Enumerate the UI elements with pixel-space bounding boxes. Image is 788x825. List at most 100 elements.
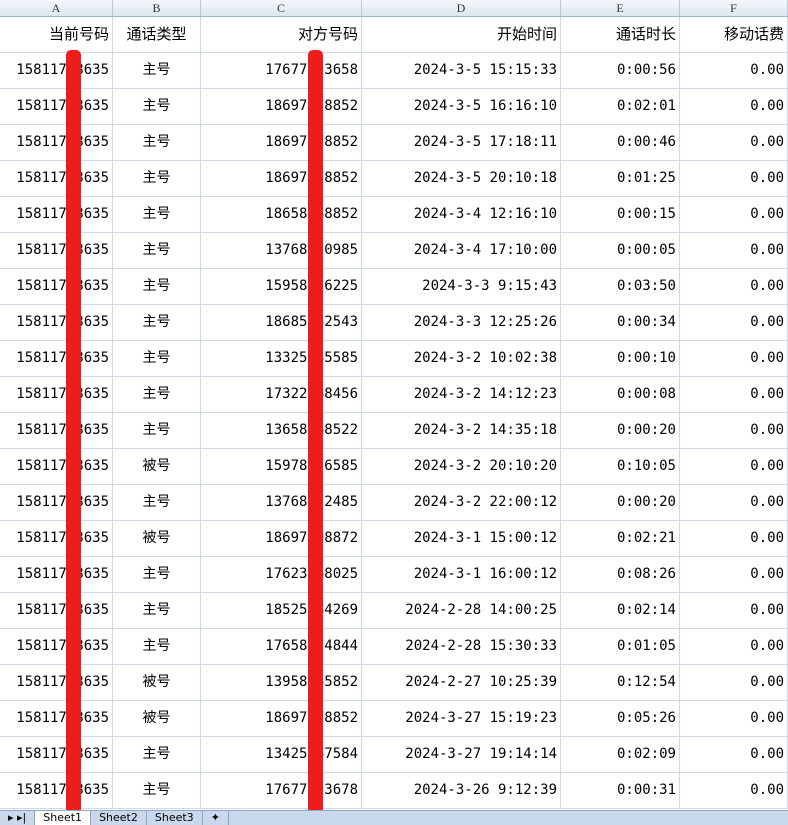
column-header-d[interactable]: D [362,0,561,16]
table-cell[interactable]: 0:00:34 [561,305,680,340]
table-cell[interactable]: 13325545585 [201,341,362,376]
table-cell[interactable]: 18697378852 [201,701,362,736]
table-cell[interactable]: 15811758635 [0,377,113,412]
table-cell[interactable]: 0:00:46 [561,125,680,160]
table-cell[interactable]: 0.00 [680,125,788,160]
table-cell[interactable]: 0:00:20 [561,485,680,520]
table-cell[interactable]: 主号 [113,197,201,232]
table-cell[interactable]: 0.00 [680,593,788,628]
table-cell[interactable]: 0.00 [680,161,788,196]
table-cell[interactable]: 15811758635 [0,89,113,124]
table-cell[interactable]: 15811758635 [0,521,113,556]
table-cell[interactable]: 15811758635 [0,485,113,520]
table-cell[interactable]: 0.00 [680,413,788,448]
table-cell[interactable]: 0.00 [680,485,788,520]
table-cell[interactable]: 主号 [113,377,201,412]
table-cell[interactable]: 18697378852 [201,125,362,160]
table-cell[interactable]: 17677123678 [201,773,362,808]
table-cell[interactable]: 15811758635 [0,701,113,736]
table-cell[interactable]: 13425567584 [201,737,362,772]
table-cell[interactable]: 2024-3-3 12:25:26 [362,305,561,340]
table-cell[interactable]: 0:02:01 [561,89,680,124]
table-cell[interactable]: 17322388456 [201,377,362,412]
table-cell[interactable]: 0.00 [680,521,788,556]
table-cell[interactable]: 主号 [113,305,201,340]
table-cell[interactable]: 18697378852 [201,89,362,124]
table-cell[interactable]: 2024-3-27 19:14:14 [362,737,561,772]
table-cell[interactable]: 主号 [113,413,201,448]
table-cell[interactable]: 0:01:25 [561,161,680,196]
column-header-b[interactable]: B [113,0,201,16]
table-cell[interactable]: 主号 [113,593,201,628]
table-cell[interactable]: 2024-3-2 10:02:38 [362,341,561,376]
table-cell[interactable]: 0.00 [680,737,788,772]
header-cell[interactable]: 通话时长 [561,17,680,52]
header-cell[interactable]: 对方号码 [201,17,362,52]
table-cell[interactable]: 0.00 [680,197,788,232]
table-cell[interactable]: 被号 [113,701,201,736]
table-cell[interactable]: 0:12:54 [561,665,680,700]
table-cell[interactable]: 被号 [113,665,201,700]
table-cell[interactable]: 2024-3-4 12:16:10 [362,197,561,232]
table-cell[interactable]: 0.00 [680,377,788,412]
table-cell[interactable]: 15811758635 [0,773,113,808]
table-cell[interactable]: 15811758635 [0,269,113,304]
table-cell[interactable]: 0.00 [680,233,788,268]
column-header-f[interactable]: F [680,0,788,16]
table-cell[interactable]: 被号 [113,521,201,556]
table-cell[interactable]: 0:05:26 [561,701,680,736]
table-cell[interactable]: 17658474844 [201,629,362,664]
table-cell[interactable]: 被号 [113,449,201,484]
table-cell[interactable]: 15811758635 [0,233,113,268]
table-cell[interactable]: 18525584269 [201,593,362,628]
table-cell[interactable]: 2024-3-2 14:35:18 [362,413,561,448]
table-cell[interactable]: 15811758635 [0,53,113,88]
table-cell[interactable]: 0:02:14 [561,593,680,628]
sheet-nav-arrows-icon[interactable]: ▸ ▸| [0,811,36,825]
table-cell[interactable]: 主号 [113,737,201,772]
table-cell[interactable]: 主号 [113,557,201,592]
table-cell[interactable]: 0:08:26 [561,557,680,592]
table-cell[interactable]: 主号 [113,89,201,124]
table-cell[interactable]: 0.00 [680,89,788,124]
table-cell[interactable]: 主号 [113,125,201,160]
table-cell[interactable]: 2024-3-5 15:15:33 [362,53,561,88]
table-cell[interactable]: 18685562543 [201,305,362,340]
table-cell[interactable]: 15811758635 [0,629,113,664]
table-cell[interactable]: 0.00 [680,449,788,484]
table-cell[interactable]: 13768250985 [201,233,362,268]
table-cell[interactable]: 0:03:50 [561,269,680,304]
sheet-tab-2[interactable]: Sheet2 [91,811,147,825]
table-cell[interactable]: 0:01:05 [561,629,680,664]
table-cell[interactable]: 2024-3-5 16:16:10 [362,89,561,124]
table-cell[interactable]: 2024-2-28 15:30:33 [362,629,561,664]
column-header-c[interactable]: C [201,0,362,16]
table-cell[interactable]: 0:00:20 [561,413,680,448]
table-cell[interactable]: 0:00:08 [561,377,680,412]
table-cell[interactable]: 2024-3-3 9:15:43 [362,269,561,304]
table-cell[interactable]: 主号 [113,233,201,268]
table-cell[interactable]: 15811758635 [0,161,113,196]
table-cell[interactable]: 15811758635 [0,413,113,448]
table-cell[interactable]: 13958265852 [201,665,362,700]
table-cell[interactable]: 18697398872 [201,521,362,556]
table-cell[interactable]: 0:10:05 [561,449,680,484]
table-cell[interactable]: 0.00 [680,773,788,808]
table-cell[interactable]: 18697378852 [201,161,362,196]
table-cell[interactable]: 2024-2-27 10:25:39 [362,665,561,700]
header-cell[interactable]: 通话类型 [113,17,201,52]
table-cell[interactable]: 2024-3-2 14:12:23 [362,377,561,412]
table-cell[interactable]: 15811758635 [0,593,113,628]
table-cell[interactable]: 2024-3-2 20:10:20 [362,449,561,484]
header-cell[interactable]: 移动话费 [680,17,788,52]
table-cell[interactable]: 15811758635 [0,449,113,484]
table-cell[interactable]: 主号 [113,269,201,304]
table-cell[interactable]: 2024-3-27 15:19:23 [362,701,561,736]
sheet-tab-3[interactable]: Sheet3 [147,811,203,825]
table-cell[interactable]: 0.00 [680,53,788,88]
table-cell[interactable]: 0:00:31 [561,773,680,808]
table-cell[interactable]: 0:00:15 [561,197,680,232]
table-cell[interactable]: 15811758635 [0,197,113,232]
header-cell[interactable]: 开始时间 [362,17,561,52]
